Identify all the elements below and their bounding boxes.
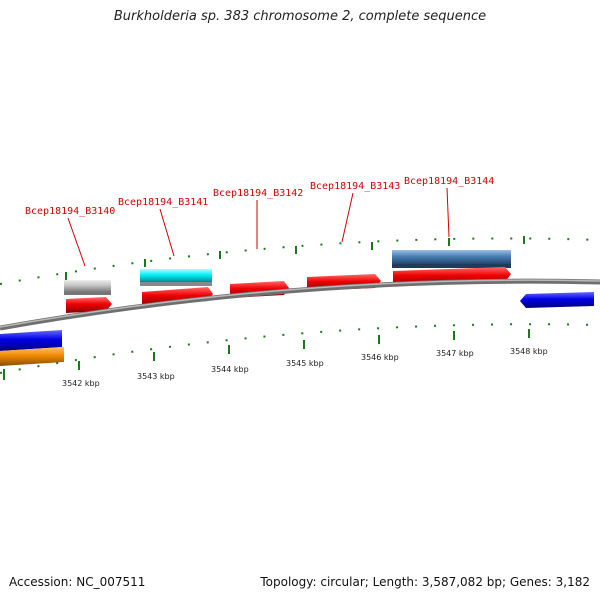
gene-label-b3141[interactable]: Bcep18194_B3141 [118,197,208,208]
gene-feature-steelblue[interactable] [392,250,511,268]
sequence-summary-text: Topology: circular; Length: 3,587,082 bp… [260,575,590,589]
callout-line [341,192,354,243]
gene-label-callouts: Bcep18194_B3140 Bcep18194_B3141 Bcep1819… [25,176,494,267]
upper-tick-track [0,236,600,285]
kbp-label-3547: 3547 kbp [436,349,474,358]
kbp-label-3542: 3542 kbp [62,379,100,388]
gene-feature-grey[interactable] [64,280,111,295]
kbp-label-3545: 3545 kbp [286,359,324,368]
reverse-feature-row [0,292,594,366]
gene-arrow-b3140[interactable] [66,297,112,313]
chromosome-backbone-highlight [0,279,600,328]
gene-label-b3143[interactable]: Bcep18194_B3143 [310,181,400,192]
lower-tick-track: 3542 kbp 3543 kbp 3544 kbp 3545 kbp 3546… [0,323,600,388]
gene-feature-cyan[interactable] [140,269,212,286]
callout-line [446,187,450,238]
callout-line [159,208,175,257]
kbp-label-3543: 3543 kbp [137,372,175,381]
forward-feature-row [64,250,511,295]
gene-arrow-blue-left[interactable] [0,330,62,351]
accession-text: Accession: NC_007511 [9,575,146,589]
gene-arrow-blue-right[interactable] [520,292,594,308]
gene-label-b3144[interactable]: Bcep18194_B3144 [404,176,494,187]
map-title: Burkholderia sp. 383 chromosome 2, compl… [113,9,487,24]
callout-line [67,217,86,267]
gene-label-b3140[interactable]: Bcep18194_B3140 [25,206,115,217]
kbp-label-3544: 3544 kbp [211,365,249,374]
kbp-label-3546: 3546 kbp [361,353,399,362]
gene-label-b3142[interactable]: Bcep18194_B3142 [213,188,303,199]
gene-feature-orange[interactable] [0,347,64,366]
chromosome-backbone [0,278,600,331]
kbp-label-3548: 3548 kbp [510,347,548,356]
